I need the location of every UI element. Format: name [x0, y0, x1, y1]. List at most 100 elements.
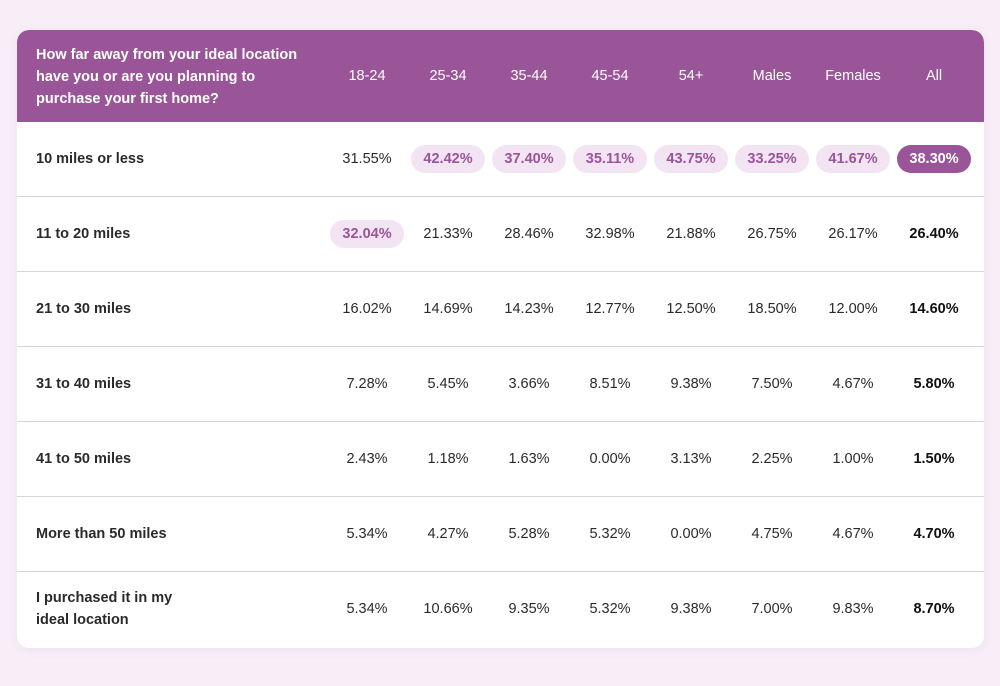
- table-cell: 2.25%: [732, 422, 812, 496]
- table-cell: 9.38%: [651, 347, 731, 421]
- cell-value: 3.13%: [670, 451, 712, 467]
- table-row: 11 to 20 miles 32.04% 21.33% 28.46% 32.98% 21…: [17, 197, 984, 272]
- cell-value: 4.75%: [751, 526, 793, 542]
- highlighted-value: 42.42%: [411, 145, 485, 173]
- column-header-25-34: 25-34: [429, 68, 467, 84]
- cell-value: 0.00%: [589, 451, 631, 467]
- cell-value: 1.00%: [832, 451, 874, 467]
- cell-value: 5.45%: [427, 376, 469, 392]
- cell-value: 5.34%: [346, 601, 388, 617]
- table-cell: 32.04%: [327, 197, 407, 271]
- cell-value: 12.50%: [666, 301, 716, 317]
- table-cell: 31.55%: [327, 122, 407, 196]
- table-cell: 38.30%: [894, 122, 974, 196]
- table-cell: 5.28%: [489, 497, 569, 571]
- table-cell: 32.98%: [570, 197, 650, 271]
- table-cell: 4.67%: [813, 497, 893, 571]
- table-cell: 5.80%: [894, 347, 974, 421]
- column-header-45-54: 45-54: [591, 68, 629, 84]
- column-header-males: Males: [752, 68, 792, 84]
- cell-value: 1.50%: [913, 451, 955, 467]
- cell-value: 7.50%: [751, 376, 793, 392]
- row-label: 21 to 30 miles: [36, 301, 132, 317]
- table-cell: 3.66%: [489, 347, 569, 421]
- cell-value: 4.70%: [913, 526, 955, 542]
- cell-value: 5.34%: [346, 526, 388, 542]
- table-cell: 4.70%: [894, 497, 974, 571]
- table-row: 21 to 30 miles 16.02% 14.69% 14.23% 12.77% 12…: [17, 272, 984, 347]
- table-row: 31 to 40 miles 7.28% 5.45% 3.66% 8.51% 9.38% 7…: [17, 347, 984, 422]
- table-cell: 4.27%: [408, 497, 488, 571]
- cell-value: 28.46%: [504, 226, 554, 242]
- table-cell: 9.35%: [489, 572, 569, 646]
- column-header-54-plus: 54+: [678, 68, 704, 84]
- table-cell: 1.63%: [489, 422, 569, 496]
- cell-value: 5.80%: [913, 376, 955, 392]
- cell-value: 3.66%: [508, 376, 550, 392]
- table-row: I purchased it in my ideal location 5.34%…: [17, 572, 984, 646]
- cell-value: 14.69%: [423, 301, 473, 317]
- cell-value: 9.83%: [832, 601, 874, 617]
- highlighted-value: 35.11%: [573, 145, 647, 173]
- column-header-females: Females: [825, 68, 881, 84]
- table-cell: 26.75%: [732, 197, 812, 271]
- table-cell: 5.32%: [570, 497, 650, 571]
- cell-value: 14.23%: [504, 301, 554, 317]
- row-label: More than 50 miles: [36, 526, 167, 542]
- row-label: 11 to 20 miles: [36, 226, 131, 242]
- table-cell: 21.33%: [408, 197, 488, 271]
- table-cell: 9.38%: [651, 572, 731, 646]
- cell-value: 26.40%: [909, 226, 959, 242]
- table-cell: 16.02%: [327, 272, 407, 346]
- table-cell: 33.25%: [732, 122, 812, 196]
- highlighted-value: 32.04%: [330, 220, 404, 248]
- table-cell: 7.50%: [732, 347, 812, 421]
- cell-value: 16.02%: [342, 301, 392, 317]
- highlighted-value: 37.40%: [492, 145, 566, 173]
- cell-value: 2.25%: [751, 451, 793, 467]
- cell-value: 5.28%: [508, 526, 550, 542]
- cell-value: 2.43%: [346, 451, 388, 467]
- table-cell: 7.28%: [327, 347, 407, 421]
- row-label: 10 miles or less: [36, 151, 145, 167]
- table-cell: 26.17%: [813, 197, 893, 271]
- table-cell: 18.50%: [732, 272, 812, 346]
- highlighted-value: 33.25%: [735, 145, 809, 173]
- column-header-35-44: 35-44: [510, 68, 548, 84]
- table-cell: 14.69%: [408, 272, 488, 346]
- row-label: I purchased it in my ideal location: [36, 590, 173, 628]
- table-row: More than 50 miles 5.34% 4.27% 5.28% 5.32% 0.…: [17, 497, 984, 572]
- cell-value: 21.88%: [666, 226, 716, 242]
- cell-value: 7.00%: [751, 601, 793, 617]
- cell-value: 26.75%: [747, 226, 797, 242]
- cell-value: 31.55%: [342, 151, 392, 167]
- cell-value: 12.77%: [585, 301, 635, 317]
- cell-value: 18.50%: [747, 301, 797, 317]
- cell-value: 14.60%: [909, 301, 959, 317]
- table-cell: 26.40%: [894, 197, 974, 271]
- cell-value: 21.33%: [423, 226, 473, 242]
- table-cell: 0.00%: [651, 497, 731, 571]
- table-cell: 14.60%: [894, 272, 974, 346]
- cell-value: 9.35%: [508, 601, 550, 617]
- table-cell: 12.50%: [651, 272, 731, 346]
- table-header: How far away from your ideal location ha…: [17, 30, 984, 122]
- table-cell: 10.66%: [408, 572, 488, 646]
- cell-value: 0.00%: [670, 526, 712, 542]
- highlighted-value: 41.67%: [816, 145, 890, 173]
- table-cell: 1.50%: [894, 422, 974, 496]
- table-cell: 28.46%: [489, 197, 569, 271]
- table-cell: 5.34%: [327, 497, 407, 571]
- table-cell: 5.32%: [570, 572, 650, 646]
- table-cell: 41.67%: [813, 122, 893, 196]
- table-cell: 0.00%: [570, 422, 650, 496]
- cell-value: 9.38%: [670, 601, 712, 617]
- cell-value: 8.51%: [589, 376, 631, 392]
- table-cell: 8.51%: [570, 347, 650, 421]
- table-cell: 9.83%: [813, 572, 893, 646]
- cell-value: 5.32%: [589, 526, 631, 542]
- table-cell: 4.67%: [813, 347, 893, 421]
- table-cell: 21.88%: [651, 197, 731, 271]
- cell-value: 7.28%: [346, 376, 388, 392]
- table-row: 41 to 50 miles 2.43% 1.18% 1.63% 0.00% 3.13% 2…: [17, 422, 984, 497]
